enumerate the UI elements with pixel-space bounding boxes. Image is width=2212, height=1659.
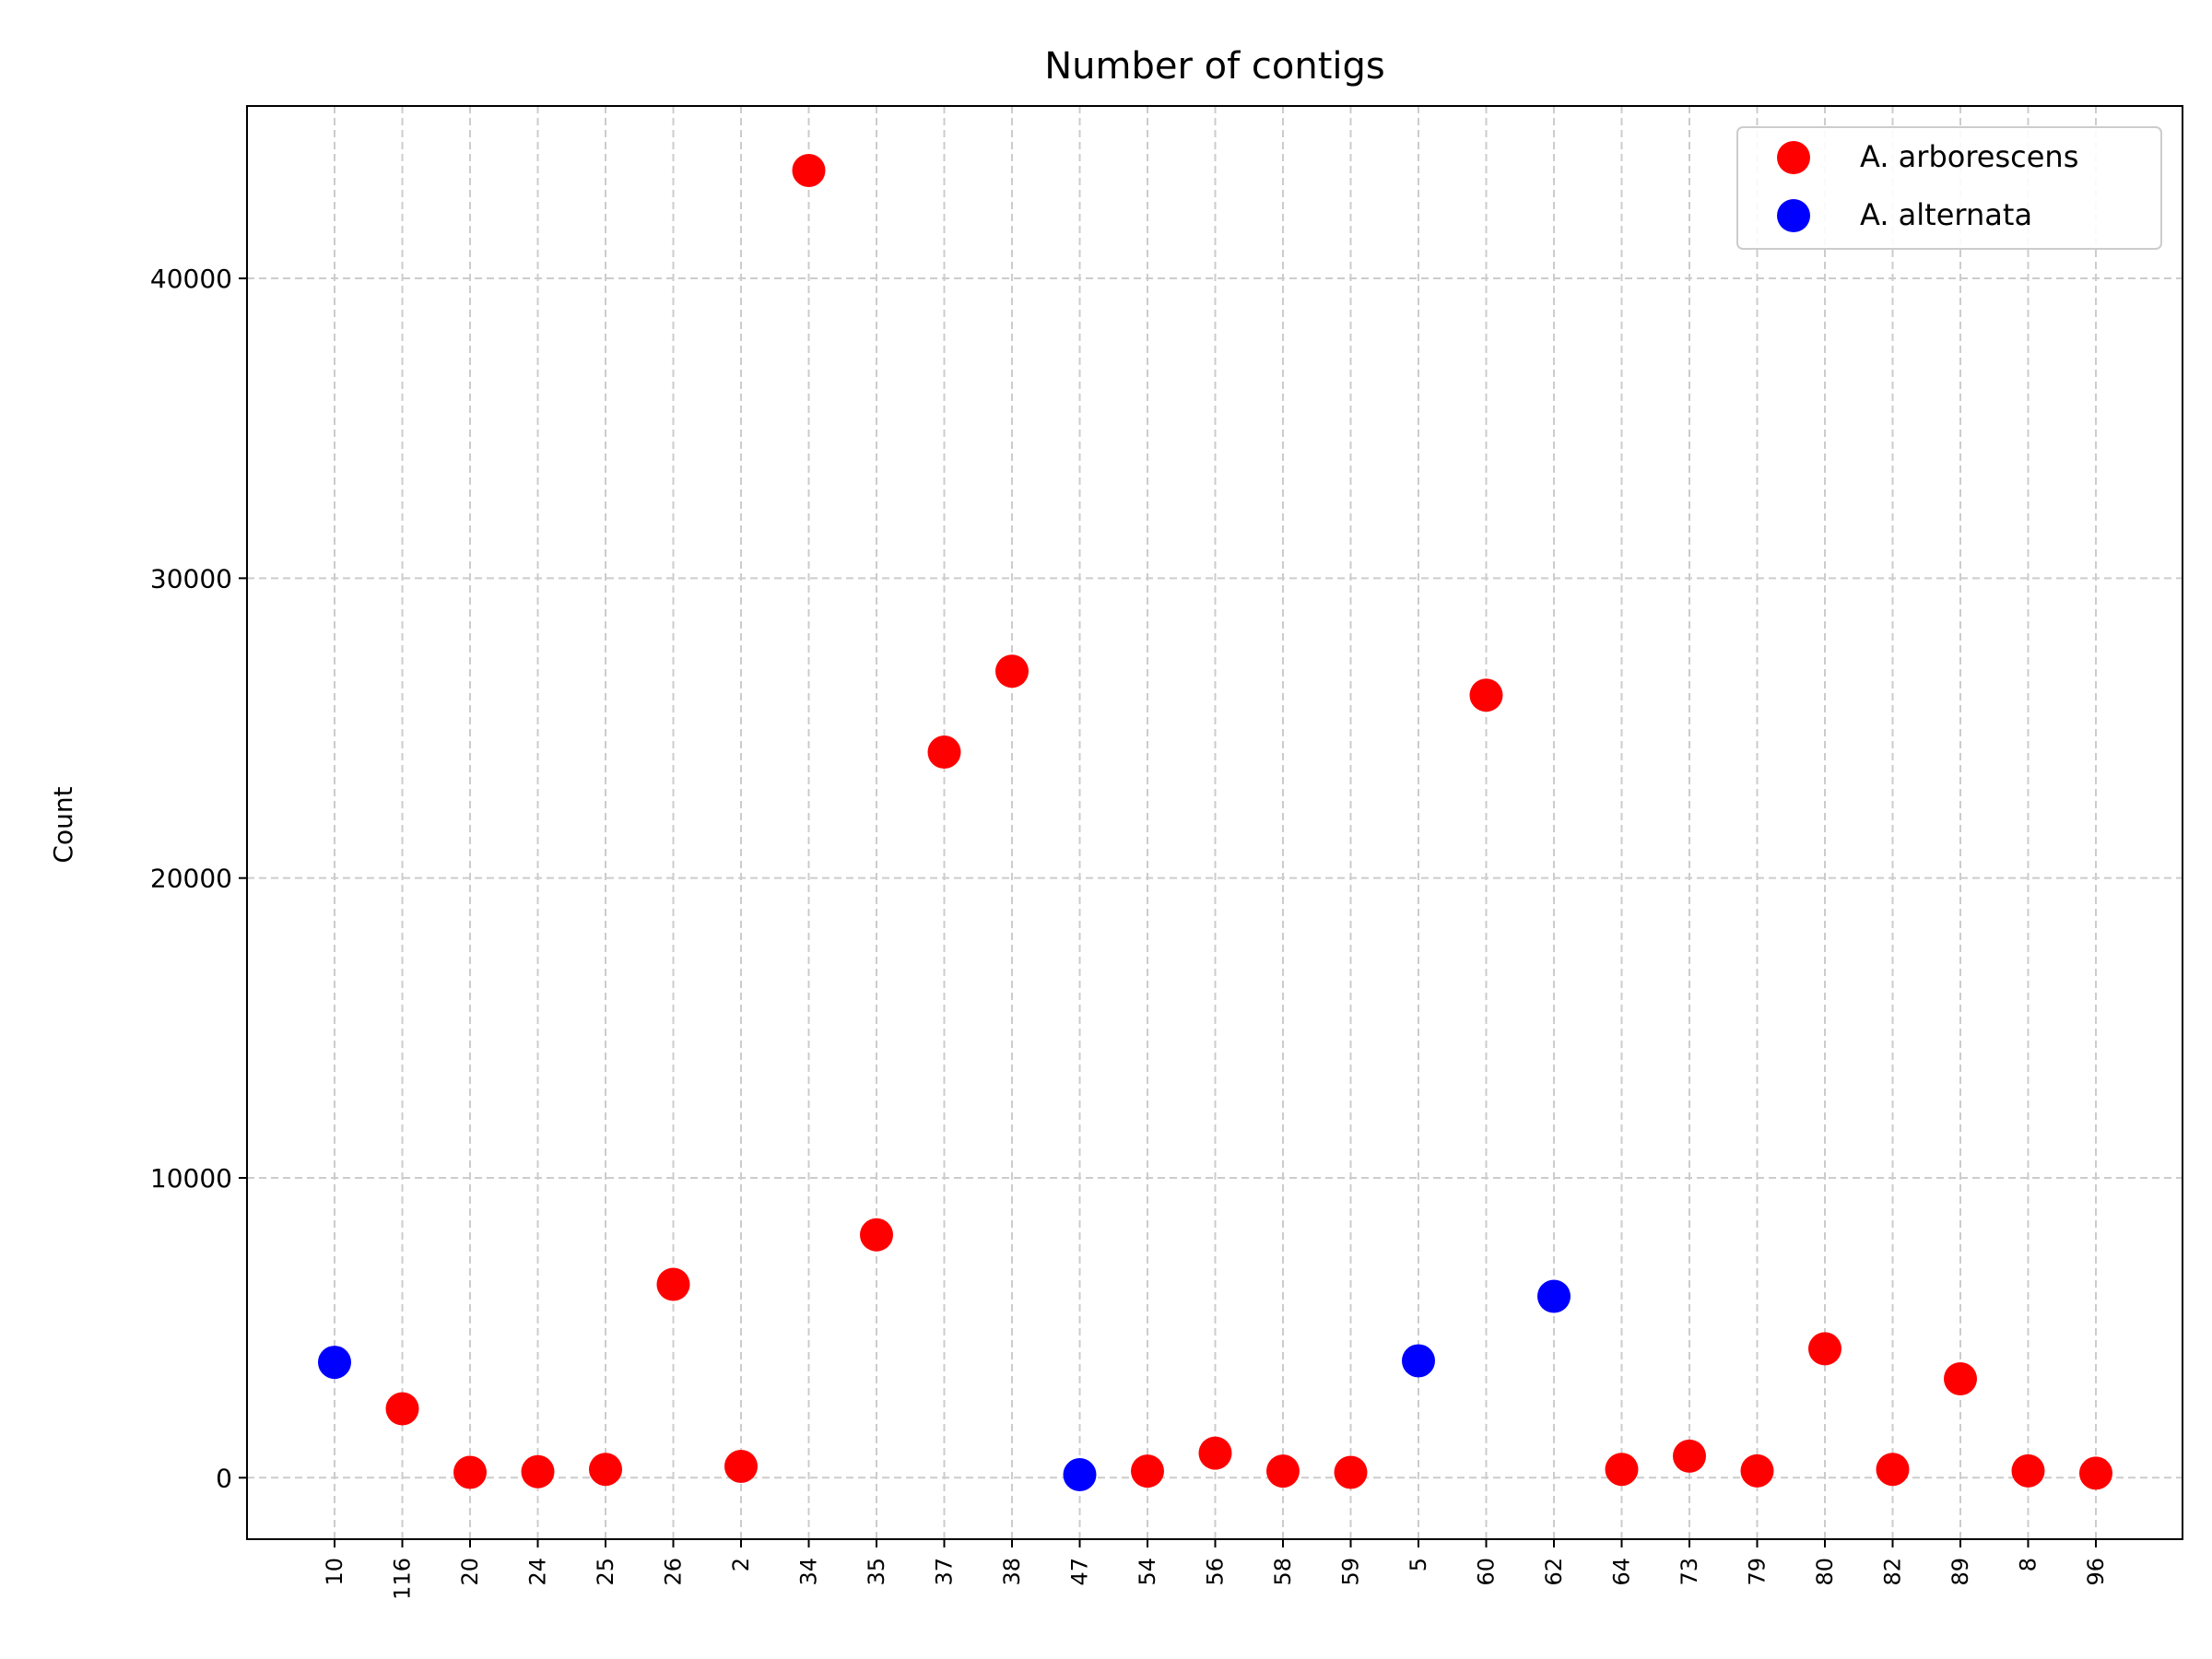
- y-tick-label: 40000: [150, 264, 232, 294]
- data-point: [1537, 1279, 1571, 1313]
- y-tick-label: 30000: [150, 563, 232, 594]
- x-tick-label: 54: [1135, 1558, 1160, 1586]
- x-tick-label: 89: [1947, 1558, 1973, 1586]
- data-point: [860, 1218, 893, 1252]
- x-tick-label: 37: [932, 1558, 958, 1586]
- y-axis-label: Count: [48, 786, 78, 863]
- data-point: [1131, 1454, 1164, 1488]
- x-tick-label: 35: [864, 1558, 889, 1586]
- x-axis-ticks: 10 116 20 24 25 26 2 34 35 37 38 47 54 56 58 59 5 60 62 64 7…: [322, 1539, 2109, 1600]
- legend-marker: [1777, 199, 1810, 232]
- data-point: [318, 1346, 351, 1380]
- x-tick-label: 73: [1677, 1558, 1702, 1586]
- x-tick-label: 10: [322, 1558, 347, 1586]
- y-tick-label: 20000: [150, 864, 232, 894]
- x-tick-label: 56: [1203, 1558, 1229, 1586]
- x-tick-label: 62: [1541, 1558, 1567, 1586]
- data-point: [1808, 1332, 1841, 1366]
- data-point: [1673, 1439, 1706, 1473]
- data-point: [1944, 1361, 1977, 1395]
- legend-label: A. alternata: [1860, 197, 2032, 232]
- x-tick-label: 116: [390, 1558, 416, 1600]
- x-tick-label: 47: [1067, 1558, 1093, 1586]
- data-point: [1402, 1344, 1435, 1378]
- data-point: [1063, 1458, 1097, 1492]
- plot-frame: [246, 105, 2183, 1540]
- y-axis-ticks: 0 10000 20000 30000 40000: [150, 264, 247, 1493]
- x-tick-label: 24: [525, 1558, 551, 1586]
- legend-marker: [1777, 141, 1810, 174]
- x-tick-label: 59: [1338, 1558, 1364, 1586]
- data-point: [385, 1392, 419, 1426]
- grid-lines: [247, 106, 2183, 1539]
- x-tick-label: 25: [593, 1558, 618, 1586]
- legend-box: [1736, 126, 2162, 250]
- data-point: [1605, 1453, 1639, 1487]
- data-point: [1334, 1455, 1368, 1489]
- chart-title: Number of contigs: [1044, 45, 1385, 88]
- x-tick-label: 60: [1474, 1558, 1500, 1586]
- data-point: [1198, 1436, 1232, 1470]
- x-tick-label: 82: [1880, 1558, 1906, 1586]
- x-tick-label: 58: [1270, 1558, 1296, 1586]
- y-tick-label: 10000: [150, 1163, 232, 1194]
- x-tick-label: 80: [1812, 1558, 1838, 1586]
- data-point: [792, 153, 826, 187]
- data-point: [1876, 1453, 1910, 1487]
- data-point: [2079, 1456, 2112, 1490]
- x-tick-label: 26: [661, 1558, 687, 1586]
- data-point: [1469, 678, 1503, 712]
- x-tick-label: 5: [1406, 1558, 1431, 1571]
- data-point: [521, 1454, 555, 1488]
- x-tick-label: 8: [2016, 1558, 2041, 1571]
- x-tick-label: 2: [728, 1558, 754, 1571]
- data-point: [589, 1453, 622, 1487]
- data-point: [724, 1449, 758, 1483]
- data-point: [453, 1455, 487, 1489]
- data-point: [995, 654, 1029, 688]
- data-point: [2011, 1453, 2045, 1488]
- data-point: [1740, 1453, 1774, 1488]
- legend: A. arborescens A. alternata: [1736, 126, 2162, 250]
- data-point: [927, 735, 961, 770]
- data-points: [318, 153, 2112, 1492]
- x-tick-label: 20: [457, 1558, 483, 1586]
- y-tick-label: 0: [216, 1463, 232, 1493]
- x-tick-label: 64: [1609, 1558, 1635, 1586]
- data-point: [1266, 1454, 1300, 1488]
- x-tick-label: 79: [1745, 1558, 1771, 1586]
- x-tick-label: 38: [999, 1558, 1025, 1586]
- x-tick-label: 96: [2083, 1558, 2109, 1586]
- legend-label: A. arborescens: [1860, 139, 2078, 174]
- data-point: [656, 1267, 690, 1301]
- x-tick-label: 34: [796, 1558, 822, 1586]
